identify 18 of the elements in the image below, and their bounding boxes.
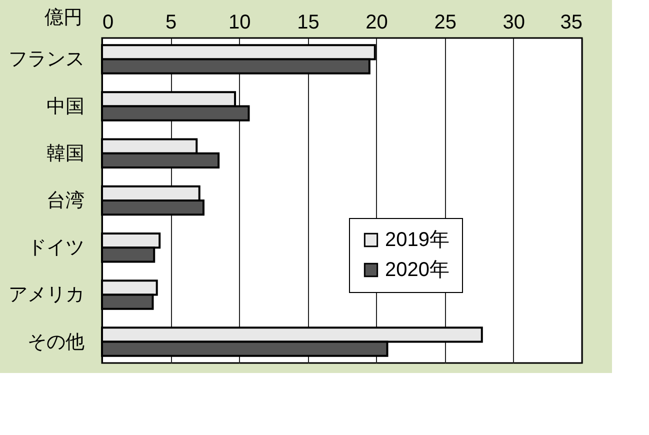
y-tick-label: 中国 [46,96,84,118]
y-tick-label: 台湾 [46,190,84,212]
x-tick-label: 0 [102,12,114,34]
x-tick-label: 35 [560,12,582,34]
y-tick-label: フランス [8,49,84,70]
x-tick-label: 5 [166,12,177,34]
y-tick-label: アメリカ [8,284,84,306]
x-tick-label: 20 [366,12,388,34]
y-tick-label: 韓国 [46,143,84,164]
y-tick-label: ドイツ [28,238,84,259]
x-tick-label: 30 [502,12,526,34]
y-tick-label: その他 [28,332,84,353]
legend-label: 2020年 [385,259,450,281]
x-tick-label: 10 [228,12,251,34]
legend-label: 2019年 [385,229,450,251]
x-tick-label: 15 [297,12,320,34]
x-tick-label: 25 [434,12,456,34]
x-axis-title: 億円 [44,8,82,28]
